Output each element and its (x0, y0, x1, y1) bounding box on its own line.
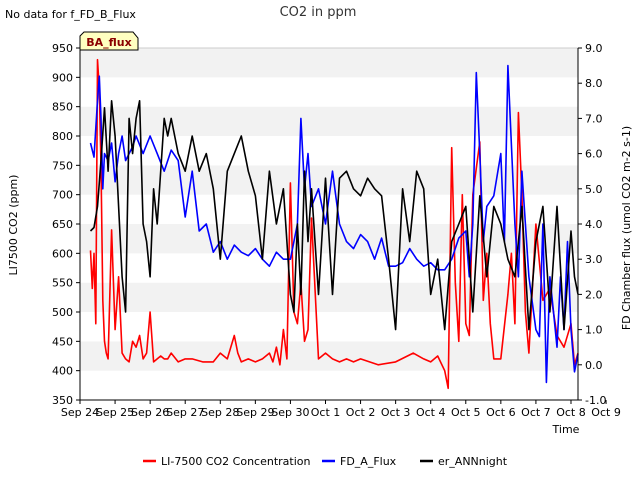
y-tick-label: 750 (52, 159, 73, 172)
y-tick-label: 550 (52, 277, 73, 290)
series-line-2 (89, 64, 579, 384)
x-tick-label: Oct 1 (311, 406, 341, 419)
grid-band (80, 106, 578, 136)
x-tick-label: Sep 24 (61, 406, 99, 419)
y2-tick-label: 0.0 (585, 359, 603, 372)
ba-flux-badge: BA_flux (79, 31, 139, 51)
x-tick-label: Sep 30 (271, 406, 309, 419)
x-tick-label: Sep 29 (236, 406, 274, 419)
x-tick-label: Sep 25 (96, 406, 134, 419)
grid-band (80, 282, 578, 312)
y2-tick-label: 1.0 (585, 324, 603, 337)
x-tick-label: Oct 4 (416, 406, 446, 419)
y-tick-label: 950 (52, 42, 73, 55)
legend-label: FD_A_Flux (340, 455, 397, 468)
y2-tick-label: 5.0 (585, 183, 603, 196)
x-tick-label: Oct 3 (381, 406, 411, 419)
grid-band (80, 370, 578, 400)
grid-band (80, 77, 578, 107)
y2-tick-label: -1.0 (585, 394, 606, 407)
y2-tick-label: 2.0 (585, 288, 603, 301)
grid-band (80, 253, 578, 283)
x-tick-label: Oct 5 (451, 406, 481, 419)
x-tick-label: Oct 9 (591, 406, 621, 419)
y2-tick-label: 7.0 (585, 112, 603, 125)
y2-tick-label: 3.0 (585, 253, 603, 266)
grid-band (80, 312, 578, 342)
x-axis-title: Time (552, 423, 580, 436)
x-tick-label: Sep 28 (201, 406, 239, 419)
y-tick-label: 800 (52, 130, 73, 143)
y-tick-label: 700 (52, 189, 73, 202)
legend-label: LI-7500 CO2 Concentration (161, 455, 311, 468)
y-tick-label: 450 (52, 335, 73, 348)
y2-tick-label: 4.0 (585, 218, 603, 231)
y-tick-label: 350 (52, 394, 73, 407)
y2-tick-label: 9.0 (585, 42, 603, 55)
x-tick-label: Oct 8 (556, 406, 586, 419)
y-tick-label: 400 (52, 365, 73, 378)
no-data-note: No data for f_FD_B_Flux (5, 8, 136, 21)
y2-tick-label: 8.0 (585, 77, 603, 90)
y-axis-title: LI7500 CO2 (ppm) (7, 175, 20, 276)
x-tick-label: Sep 26 (131, 406, 169, 419)
series-layer (89, 58, 579, 390)
y-tick-label: 500 (52, 306, 73, 319)
grid-band (80, 48, 578, 78)
series-line-3 (89, 100, 579, 331)
x-tick-label: Oct 2 (346, 406, 376, 419)
y2-axis-title: FD Chamber flux (umol CO2 m-2 s-1) (620, 126, 633, 330)
x-tick-label: Oct 6 (486, 406, 516, 419)
y2-tick-label: 6.0 (585, 148, 603, 161)
y-tick-label: 600 (52, 247, 73, 260)
y-tick-label: 900 (52, 71, 73, 84)
legend-label: er_ANNnight (438, 455, 508, 468)
x-tick-label: Oct 7 (521, 406, 551, 419)
legend: LI-7500 CO2 Concentration FD_A_Flux er_ANN… (143, 455, 508, 468)
y-tick-label: 650 (52, 218, 73, 231)
grid-band (80, 165, 578, 195)
grid-bands (80, 48, 578, 400)
chart-title: CO2 in ppm (280, 5, 357, 20)
badge-background (79, 31, 139, 51)
grid-band (80, 136, 578, 166)
badge-label: BA_flux (86, 36, 131, 49)
y-tick-label: 850 (52, 101, 73, 114)
x-tick-label: Sep 27 (166, 406, 204, 419)
